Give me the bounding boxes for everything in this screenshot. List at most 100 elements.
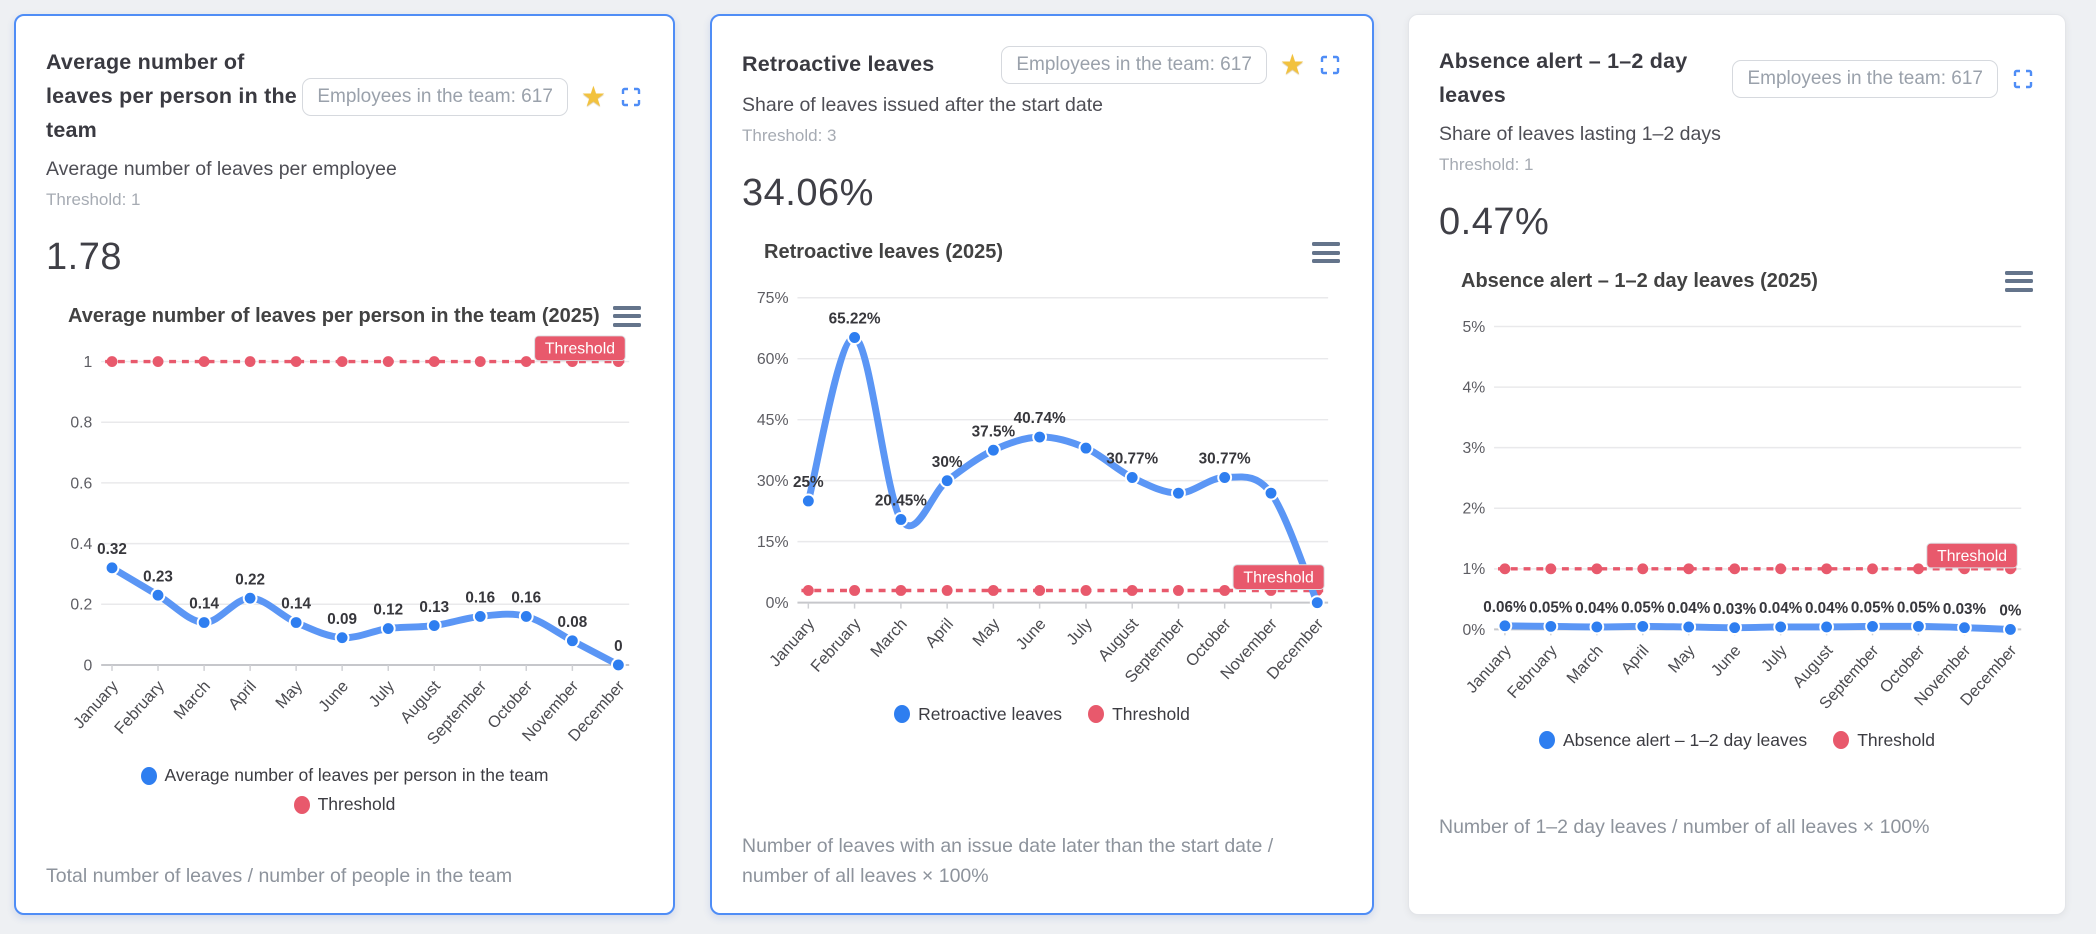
legend-item-series[interactable]: Average number of leaves per person in t… xyxy=(140,765,549,786)
svg-text:March: March xyxy=(867,615,911,661)
card-subtitle: Share of leaves issued after the start d… xyxy=(742,94,1103,116)
svg-text:0.05%: 0.05% xyxy=(1897,600,1941,617)
chart-block: Average number of leaves per person in t… xyxy=(46,305,643,816)
svg-text:Threshold: Threshold xyxy=(1243,570,1313,587)
series-dot-icon xyxy=(894,705,911,724)
svg-text:1%: 1% xyxy=(1463,561,1486,578)
card-title: Average number of leaves per person in t… xyxy=(46,50,297,142)
svg-text:30%: 30% xyxy=(757,473,789,490)
legend-item-threshold[interactable]: Threshold xyxy=(1088,704,1190,725)
card-title: Absence alert – 1–2 day leaves xyxy=(1439,49,1688,107)
series-dot-icon xyxy=(1538,731,1555,750)
svg-text:0.03%: 0.03% xyxy=(1943,601,1987,618)
card-header-actions: Employees in the team: 617 ★ xyxy=(1001,46,1342,84)
svg-text:0.05%: 0.05% xyxy=(1529,600,1573,617)
svg-text:0%: 0% xyxy=(1463,622,1486,639)
chart-menu-icon[interactable] xyxy=(2005,270,2033,292)
svg-text:0%: 0% xyxy=(1999,603,2021,620)
metric-value: 1.78 xyxy=(46,235,122,278)
svg-text:30%: 30% xyxy=(932,454,963,471)
fullscreen-icon[interactable] xyxy=(1318,53,1342,77)
series-dot-icon xyxy=(140,766,157,785)
chart-title: Retroactive leaves (2025) xyxy=(764,241,1004,263)
svg-text:1: 1 xyxy=(84,354,93,371)
chart-block: Retroactive leaves (2025) 0% 15% 30% 45% 60%… xyxy=(742,241,1342,725)
threshold-dot-icon xyxy=(1833,731,1850,750)
svg-text:Threshold: Threshold xyxy=(1937,548,2007,565)
svg-text:Threshold: Threshold xyxy=(545,341,615,358)
svg-text:March: March xyxy=(170,677,214,723)
employees-count-badge: Employees in the team: 617 xyxy=(302,77,568,116)
legend-item-threshold[interactable]: Threshold xyxy=(293,794,396,815)
svg-text:May: May xyxy=(969,614,1004,650)
svg-text:0%: 0% xyxy=(766,595,789,612)
svg-text:April: April xyxy=(1618,642,1653,678)
metric-formula-note: Number of leaves with an issue date late… xyxy=(742,834,1274,887)
metric-value: 34.06% xyxy=(742,172,874,214)
card-subtitle: Share of leaves lasting 1–2 days xyxy=(1439,122,1721,145)
svg-text:February: February xyxy=(111,677,168,738)
metric-formula-note: Total number of leaves / number of peopl… xyxy=(46,864,513,887)
svg-text:May: May xyxy=(272,677,307,713)
legend-item-series[interactable]: Absence alert – 1–2 day leaves xyxy=(1538,729,1808,751)
chart-title: Absence alert – 1–2 day leaves (2025) xyxy=(1461,269,1818,292)
card-header: Retroactive leaves Employees in the team… xyxy=(742,46,1342,84)
svg-text:37.5%: 37.5% xyxy=(972,423,1016,440)
metric-card-retroactive-leaves: Retroactive leaves Employees in the team… xyxy=(710,14,1374,915)
svg-text:0.04%: 0.04% xyxy=(1759,600,1803,617)
legend-label: Threshold xyxy=(317,794,396,815)
chart-menu-icon[interactable] xyxy=(613,305,641,327)
svg-text:0.13: 0.13 xyxy=(419,599,449,616)
svg-text:August: August xyxy=(397,677,445,727)
svg-text:0.6: 0.6 xyxy=(70,475,92,492)
svg-text:February: February xyxy=(1504,641,1561,702)
favorite-star-icon[interactable]: ★ xyxy=(1279,49,1305,80)
svg-text:25%: 25% xyxy=(793,474,824,491)
svg-text:April: April xyxy=(922,615,957,651)
card-header-actions: Employees in the team: 617 xyxy=(1732,59,2035,98)
svg-text:0.05%: 0.05% xyxy=(1621,600,1665,617)
card-header: Absence alert – 1–2 day leaves Employees… xyxy=(1439,45,2035,113)
metric-card-average-leaves: Average number of leaves per person in t… xyxy=(14,14,675,915)
legend-item-series[interactable]: Retroactive leaves xyxy=(894,704,1062,725)
chart-block: Absence alert – 1–2 day leaves (2025) 0%… xyxy=(1439,270,2035,751)
svg-text:July: July xyxy=(1758,641,1791,675)
threshold-dot-icon xyxy=(1088,705,1105,724)
svg-text:June: June xyxy=(1012,615,1049,653)
svg-text:August: August xyxy=(1789,641,1836,691)
legend-label: Absence alert – 1–2 day leaves xyxy=(1562,729,1808,750)
legend-item-threshold[interactable]: Threshold xyxy=(1833,730,1935,751)
legend-label: Average number of leaves per person in t… xyxy=(164,765,549,786)
svg-text:0.16: 0.16 xyxy=(511,590,541,607)
svg-text:May: May xyxy=(1665,641,1699,676)
chart-legend: Absence alert – 1–2 day leaves Threshold xyxy=(1477,730,1997,751)
fullscreen-icon[interactable] xyxy=(619,85,643,109)
svg-text:40.74%: 40.74% xyxy=(1014,410,1066,427)
card-header: Average number of leaves per person in t… xyxy=(46,46,643,148)
svg-text:0: 0 xyxy=(84,657,93,674)
svg-text:0.23: 0.23 xyxy=(143,568,173,585)
svg-text:30.77%: 30.77% xyxy=(1106,451,1158,468)
svg-text:0.04%: 0.04% xyxy=(1575,600,1619,617)
svg-text:4%: 4% xyxy=(1463,379,1486,396)
chart-menu-icon[interactable] xyxy=(1312,242,1340,263)
svg-text:March: March xyxy=(1563,642,1607,688)
fullscreen-icon[interactable] xyxy=(2011,67,2035,91)
favorite-star-icon[interactable]: ★ xyxy=(580,80,606,112)
svg-text:60%: 60% xyxy=(757,351,789,368)
svg-text:April: April xyxy=(225,677,260,713)
svg-text:15%: 15% xyxy=(757,534,789,551)
svg-text:0.16: 0.16 xyxy=(465,590,495,607)
svg-text:July: July xyxy=(365,677,398,711)
card-header-actions: Employees in the team: 617 ★ xyxy=(302,77,643,116)
svg-text:45%: 45% xyxy=(757,412,789,429)
threshold-note: Threshold: 3 xyxy=(742,126,837,145)
legend-label: Threshold xyxy=(1112,703,1190,724)
svg-text:June: June xyxy=(315,677,352,715)
svg-text:0.4: 0.4 xyxy=(70,536,92,553)
svg-text:0.22: 0.22 xyxy=(235,571,265,588)
employees-count-badge: Employees in the team: 617 xyxy=(1001,46,1267,84)
